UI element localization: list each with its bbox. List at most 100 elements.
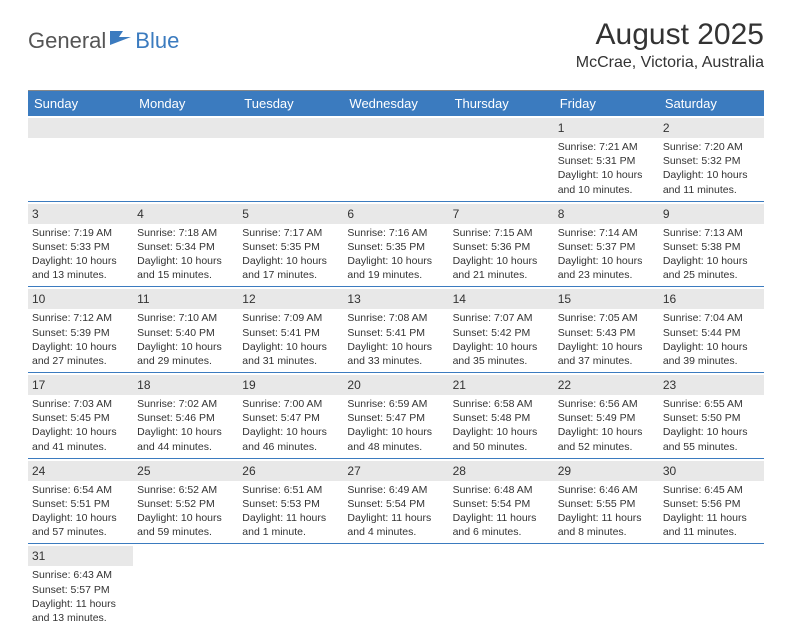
day-cell: 4Sunrise: 7:18 AMSunset: 5:34 PMDaylight…	[133, 202, 238, 287]
daylight-text: Daylight: 10 hours and 52 minutes.	[558, 425, 655, 453]
day-number: 16	[663, 292, 676, 306]
day-header-thu: Thursday	[449, 91, 554, 116]
sunrise-text: Sunrise: 7:08 AM	[347, 311, 444, 325]
daylight-text: Daylight: 10 hours and 11 minutes.	[663, 168, 760, 196]
day-info: Sunrise: 7:15 AMSunset: 5:36 PMDaylight:…	[453, 224, 550, 283]
title-block: August 2025 McCrae, Victoria, Australia	[576, 18, 764, 72]
day-cell: 26 Sunrise: 6:51 AMSunset: 5:53 PMDayligh…	[238, 459, 343, 544]
sunrise-text: Sunrise: 6:49 AM	[347, 483, 444, 497]
sunrise-text: Sunrise: 7:13 AM	[663, 226, 760, 240]
day-header-wed: Wednesday	[343, 91, 448, 116]
day-num-row: 16	[659, 289, 764, 309]
sunset-text: Sunset: 5:33 PM	[32, 240, 129, 254]
logo-text-blue: Blue	[135, 28, 179, 54]
sunset-text: Sunset: 5:45 PM	[32, 411, 129, 425]
sunset-text: Sunset: 5:46 PM	[137, 411, 234, 425]
daylight-text: Daylight: 10 hours and 15 minutes.	[137, 254, 234, 282]
sunset-text: Sunset: 5:41 PM	[242, 326, 339, 340]
week-row: 17Sunrise: 7:03 AMSunset: 5:45 PMDayligh…	[28, 373, 764, 459]
day-cell: 24Sunrise: 6:54 AMSunset: 5:51 PMDayligh…	[28, 459, 133, 544]
sunset-text: Sunset: 5:52 PM	[137, 497, 234, 511]
sunrise-text: Sunrise: 7:20 AM	[663, 140, 760, 154]
day-info: Sunrise: 7:10 AMSunset: 5:40 PMDaylight:…	[137, 309, 234, 368]
daylight-text: Daylight: 10 hours and 29 minutes.	[137, 340, 234, 368]
day-num-row	[133, 118, 238, 138]
day-num-row: 20	[343, 375, 448, 395]
day-num-row	[238, 118, 343, 138]
sunset-text: Sunset: 5:49 PM	[558, 411, 655, 425]
day-num-row: 13	[343, 289, 448, 309]
daylight-text: Daylight: 10 hours and 37 minutes.	[558, 340, 655, 368]
sunrise-text: Sunrise: 6:55 AM	[663, 397, 760, 411]
day-info: Sunrise: 7:04 AMSunset: 5:44 PMDaylight:…	[663, 309, 760, 368]
day-cell: 3Sunrise: 7:19 AMSunset: 5:33 PMDaylight…	[28, 202, 133, 287]
daylight-text: Daylight: 11 hours and 1 minute.	[242, 511, 339, 539]
daylight-text: Daylight: 11 hours and 4 minutes.	[347, 511, 444, 539]
day-number: 1	[558, 121, 565, 135]
empty-cell	[343, 116, 448, 201]
day-header-fri: Friday	[554, 91, 659, 116]
day-info: Sunrise: 7:16 AMSunset: 5:35 PMDaylight:…	[347, 224, 444, 283]
sunrise-text: Sunrise: 6:52 AM	[137, 483, 234, 497]
sunrise-text: Sunrise: 6:56 AM	[558, 397, 655, 411]
sunrise-text: Sunrise: 7:05 AM	[558, 311, 655, 325]
day-info: Sunrise: 6:56 AMSunset: 5:49 PMDaylight:…	[558, 395, 655, 454]
sunset-text: Sunset: 5:54 PM	[347, 497, 444, 511]
day-cell: 27 Sunrise: 6:49 AMSunset: 5:54 PMDayligh…	[343, 459, 448, 544]
sunset-text: Sunset: 5:43 PM	[558, 326, 655, 340]
day-cell: 17Sunrise: 7:03 AMSunset: 5:45 PMDayligh…	[28, 373, 133, 458]
sunrise-text: Sunrise: 7:16 AM	[347, 226, 444, 240]
day-cell: 13Sunrise: 7:08 AMSunset: 5:41 PMDayligh…	[343, 287, 448, 372]
empty-cell	[554, 544, 659, 629]
week-row: 10Sunrise: 7:12 AMSunset: 5:39 PMDayligh…	[28, 287, 764, 373]
day-cell: 5Sunrise: 7:17 AMSunset: 5:35 PMDaylight…	[238, 202, 343, 287]
day-info: Sunrise: 7:13 AMSunset: 5:38 PMDaylight:…	[663, 224, 760, 283]
day-num-row: 30	[659, 461, 764, 481]
day-number: 22	[558, 378, 571, 392]
day-number: 17	[32, 378, 45, 392]
day-number: 14	[453, 292, 466, 306]
daylight-text: Daylight: 10 hours and 19 minutes.	[347, 254, 444, 282]
day-num-row: 26	[238, 461, 343, 481]
daylight-text: Daylight: 10 hours and 41 minutes.	[32, 425, 129, 453]
day-info: Sunrise: 7:19 AMSunset: 5:33 PMDaylight:…	[32, 224, 129, 283]
month-title: August 2025	[576, 18, 764, 52]
day-info: Sunrise: 7:08 AMSunset: 5:41 PMDaylight:…	[347, 309, 444, 368]
sunrise-text: Sunrise: 7:07 AM	[453, 311, 550, 325]
day-info: Sunrise: 6:55 AMSunset: 5:50 PMDaylight:…	[663, 395, 760, 454]
sunrise-text: Sunrise: 6:45 AM	[663, 483, 760, 497]
day-cell: 20Sunrise: 6:59 AMSunset: 5:47 PMDayligh…	[343, 373, 448, 458]
sunrise-text: Sunrise: 7:02 AM	[137, 397, 234, 411]
day-info: Sunrise: 6:58 AMSunset: 5:48 PMDaylight:…	[453, 395, 550, 454]
day-header-sat: Saturday	[659, 91, 764, 116]
sunrise-text: Sunrise: 7:15 AM	[453, 226, 550, 240]
day-number: 23	[663, 378, 676, 392]
day-cell: 7Sunrise: 7:15 AMSunset: 5:36 PMDaylight…	[449, 202, 554, 287]
sunset-text: Sunset: 5:53 PM	[242, 497, 339, 511]
day-info: Sunrise: 6:52 AMSunset: 5:52 PMDaylight:…	[137, 481, 234, 540]
daylight-text: Daylight: 10 hours and 27 minutes.	[32, 340, 129, 368]
day-info: Sunrise: 6:54 AMSunset: 5:51 PMDaylight:…	[32, 481, 129, 540]
day-num-row: 31	[28, 546, 133, 566]
daylight-text: Daylight: 11 hours and 6 minutes.	[453, 511, 550, 539]
empty-cell	[238, 544, 343, 629]
daylight-text: Daylight: 10 hours and 31 minutes.	[242, 340, 339, 368]
calendar: Sunday Monday Tuesday Wednesday Thursday…	[28, 90, 764, 629]
day-number: 8	[558, 207, 565, 221]
day-cell: 29Sunrise: 6:46 AMSunset: 5:55 PMDayligh…	[554, 459, 659, 544]
sunrise-text: Sunrise: 7:17 AM	[242, 226, 339, 240]
sunset-text: Sunset: 5:36 PM	[453, 240, 550, 254]
sunset-text: Sunset: 5:55 PM	[558, 497, 655, 511]
day-num-row: 29	[554, 461, 659, 481]
day-cell: 30Sunrise: 6:45 AMSunset: 5:56 PMDayligh…	[659, 459, 764, 544]
sunrise-text: Sunrise: 6:46 AM	[558, 483, 655, 497]
daylight-text: Daylight: 10 hours and 13 minutes.	[32, 254, 129, 282]
day-num-row: 24	[28, 461, 133, 481]
day-cell: 10Sunrise: 7:12 AMSunset: 5:39 PMDayligh…	[28, 287, 133, 372]
daylight-text: Daylight: 10 hours and 25 minutes.	[663, 254, 760, 282]
day-num-row: 5	[238, 204, 343, 224]
sunset-text: Sunset: 5:40 PM	[137, 326, 234, 340]
sunrise-text: Sunrise: 6:51 AM	[242, 483, 339, 497]
sunrise-text: Sunrise: 7:00 AM	[242, 397, 339, 411]
day-number: 27	[347, 464, 360, 478]
